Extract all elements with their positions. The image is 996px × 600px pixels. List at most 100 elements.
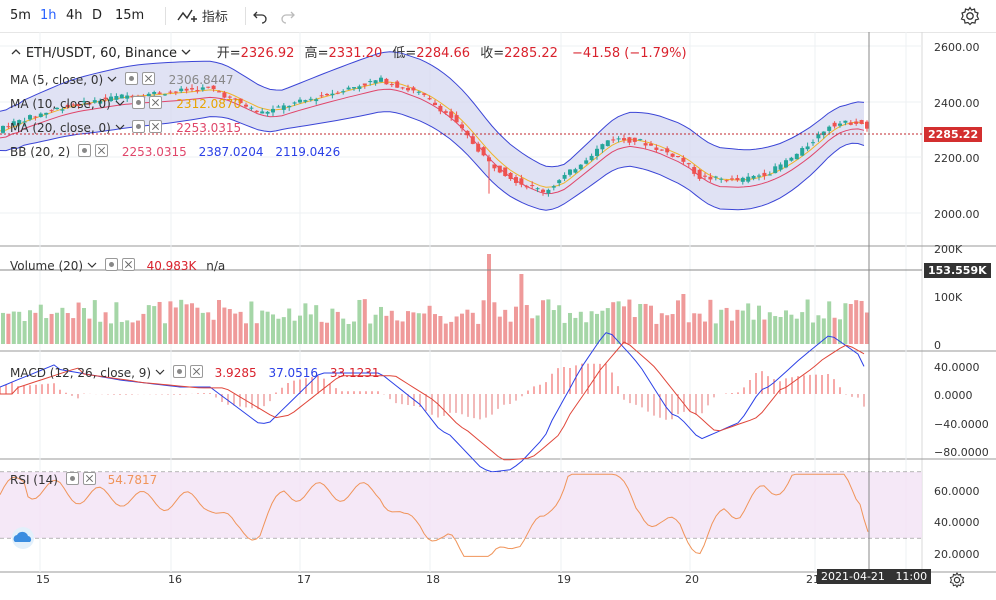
visibility-eye-icon[interactable] <box>104 258 118 271</box>
volume-bar <box>179 299 184 344</box>
volume-bar <box>627 299 632 344</box>
volume-bar <box>854 300 859 344</box>
volume-bar <box>557 305 562 344</box>
change-value: −41.58 (−1.79%) <box>572 46 687 61</box>
candle-body <box>157 92 162 94</box>
visibility-eye-icon[interactable] <box>65 472 79 485</box>
volume-bar <box>697 313 702 344</box>
settings-gear-icon[interactable] <box>949 572 965 588</box>
volume-bar <box>330 308 335 344</box>
timeframe-4h[interactable]: 4h <box>66 8 83 23</box>
candle-body <box>244 104 248 107</box>
candle-body <box>362 83 367 86</box>
volume-bar <box>271 314 275 344</box>
high-key: 高 <box>304 46 318 61</box>
volume-bar <box>530 318 535 344</box>
remove-close-icon[interactable] <box>149 120 163 133</box>
chevron-down-icon[interactable] <box>115 122 125 132</box>
remove-close-icon[interactable] <box>95 144 109 157</box>
remove-close-icon[interactable] <box>121 258 135 271</box>
top-toolbar: 5m 1h 4h D 15m 指标 <box>0 0 996 33</box>
ma5-name[interactable]: MA (5, close, 0) <box>10 73 104 87</box>
volume-bar <box>719 309 724 344</box>
chevron-down-icon[interactable] <box>107 74 117 84</box>
candle-body <box>238 98 243 104</box>
redo-icon[interactable] <box>280 8 296 24</box>
ma20-name[interactable]: MA (20, close, 0) <box>10 121 111 135</box>
volume-crosshair-tag: 153.559K <box>924 263 991 278</box>
remove-close-icon[interactable] <box>82 472 96 485</box>
candle-body <box>6 126 11 128</box>
candle-body <box>800 148 805 156</box>
candle-body <box>22 121 27 123</box>
candle-body <box>492 164 497 169</box>
ma5-value: 2306.8447 <box>168 73 234 87</box>
remove-close-icon[interactable] <box>149 96 163 109</box>
candle-body <box>389 84 394 86</box>
candle-body <box>276 106 281 108</box>
candle-body <box>578 164 583 170</box>
volume-bar <box>778 317 783 344</box>
volume-bar <box>238 311 243 344</box>
visibility-eye-icon[interactable] <box>78 144 92 157</box>
settings-gear-icon[interactable] <box>960 6 980 26</box>
volume-bar <box>762 319 767 344</box>
chevron-down-icon[interactable] <box>115 98 125 108</box>
visibility-eye-icon[interactable] <box>124 72 138 85</box>
remove-close-icon[interactable] <box>189 365 203 378</box>
timeframe-5m[interactable]: 5m <box>10 8 31 23</box>
open-key: 开 <box>216 46 230 61</box>
volume-name[interactable]: Volume (20) <box>10 259 84 273</box>
collapse-chevron-icon[interactable] <box>10 46 22 58</box>
volume-bar <box>260 310 265 344</box>
candle-body <box>767 174 772 176</box>
volume-bar <box>438 316 443 344</box>
candle-body <box>573 169 578 173</box>
volume-bar <box>676 300 680 344</box>
volume-bar <box>227 309 232 344</box>
bb-name[interactable]: BB (20, 2) <box>10 145 71 159</box>
macd-name[interactable]: MACD (12, 26, close, 9) <box>10 366 152 380</box>
rsi-name[interactable]: RSI (14) <box>10 473 58 487</box>
candle-body <box>719 178 724 180</box>
volume-axis-label: 200K <box>934 243 963 256</box>
volume-bar <box>800 312 805 344</box>
macd-signal-line <box>0 341 865 461</box>
visibility-eye-icon[interactable] <box>172 365 186 378</box>
visibility-eye-icon[interactable] <box>132 120 146 133</box>
ma10-name[interactable]: MA (10, close, 0) <box>10 97 111 111</box>
volume-ma-value: n/a <box>206 259 226 273</box>
chevron-down-icon[interactable] <box>155 367 165 377</box>
candle-body <box>460 124 464 129</box>
candle-body <box>98 100 103 104</box>
indicators-button[interactable]: 指标 <box>176 7 228 29</box>
candle-body <box>589 155 594 161</box>
volume-bar <box>65 313 70 344</box>
volume-bar <box>222 307 227 344</box>
volume-bar <box>503 309 508 344</box>
volume-bar <box>168 301 173 344</box>
volume-bar <box>686 322 691 344</box>
timeframe-1h[interactable]: 1h <box>40 8 57 23</box>
symbol-dropdown-icon[interactable] <box>181 47 191 57</box>
candle-body <box>584 160 589 164</box>
remove-close-icon[interactable] <box>141 72 155 85</box>
timeframe-d[interactable]: D <box>92 8 103 23</box>
volume-bar <box>848 304 853 344</box>
volume-bar <box>146 305 151 344</box>
high-value: 2331.20 <box>328 46 383 61</box>
chevron-down-icon[interactable] <box>87 260 97 270</box>
symbol-label[interactable]: ETH/USDT, 60, Binance <box>25 46 178 61</box>
volume-bar <box>659 313 664 344</box>
timeframe-15m[interactable]: 15m <box>115 8 145 23</box>
candle-body <box>524 186 529 188</box>
chart-canvas[interactable] <box>0 32 996 600</box>
candle-body <box>713 176 718 178</box>
visibility-eye-icon[interactable] <box>132 96 146 109</box>
candle-body <box>616 138 621 140</box>
undo-icon[interactable] <box>252 8 268 24</box>
candle-body <box>190 88 194 90</box>
volume-bar <box>352 321 356 344</box>
cloud-logo-icon <box>12 527 34 549</box>
candle-body <box>222 92 227 98</box>
